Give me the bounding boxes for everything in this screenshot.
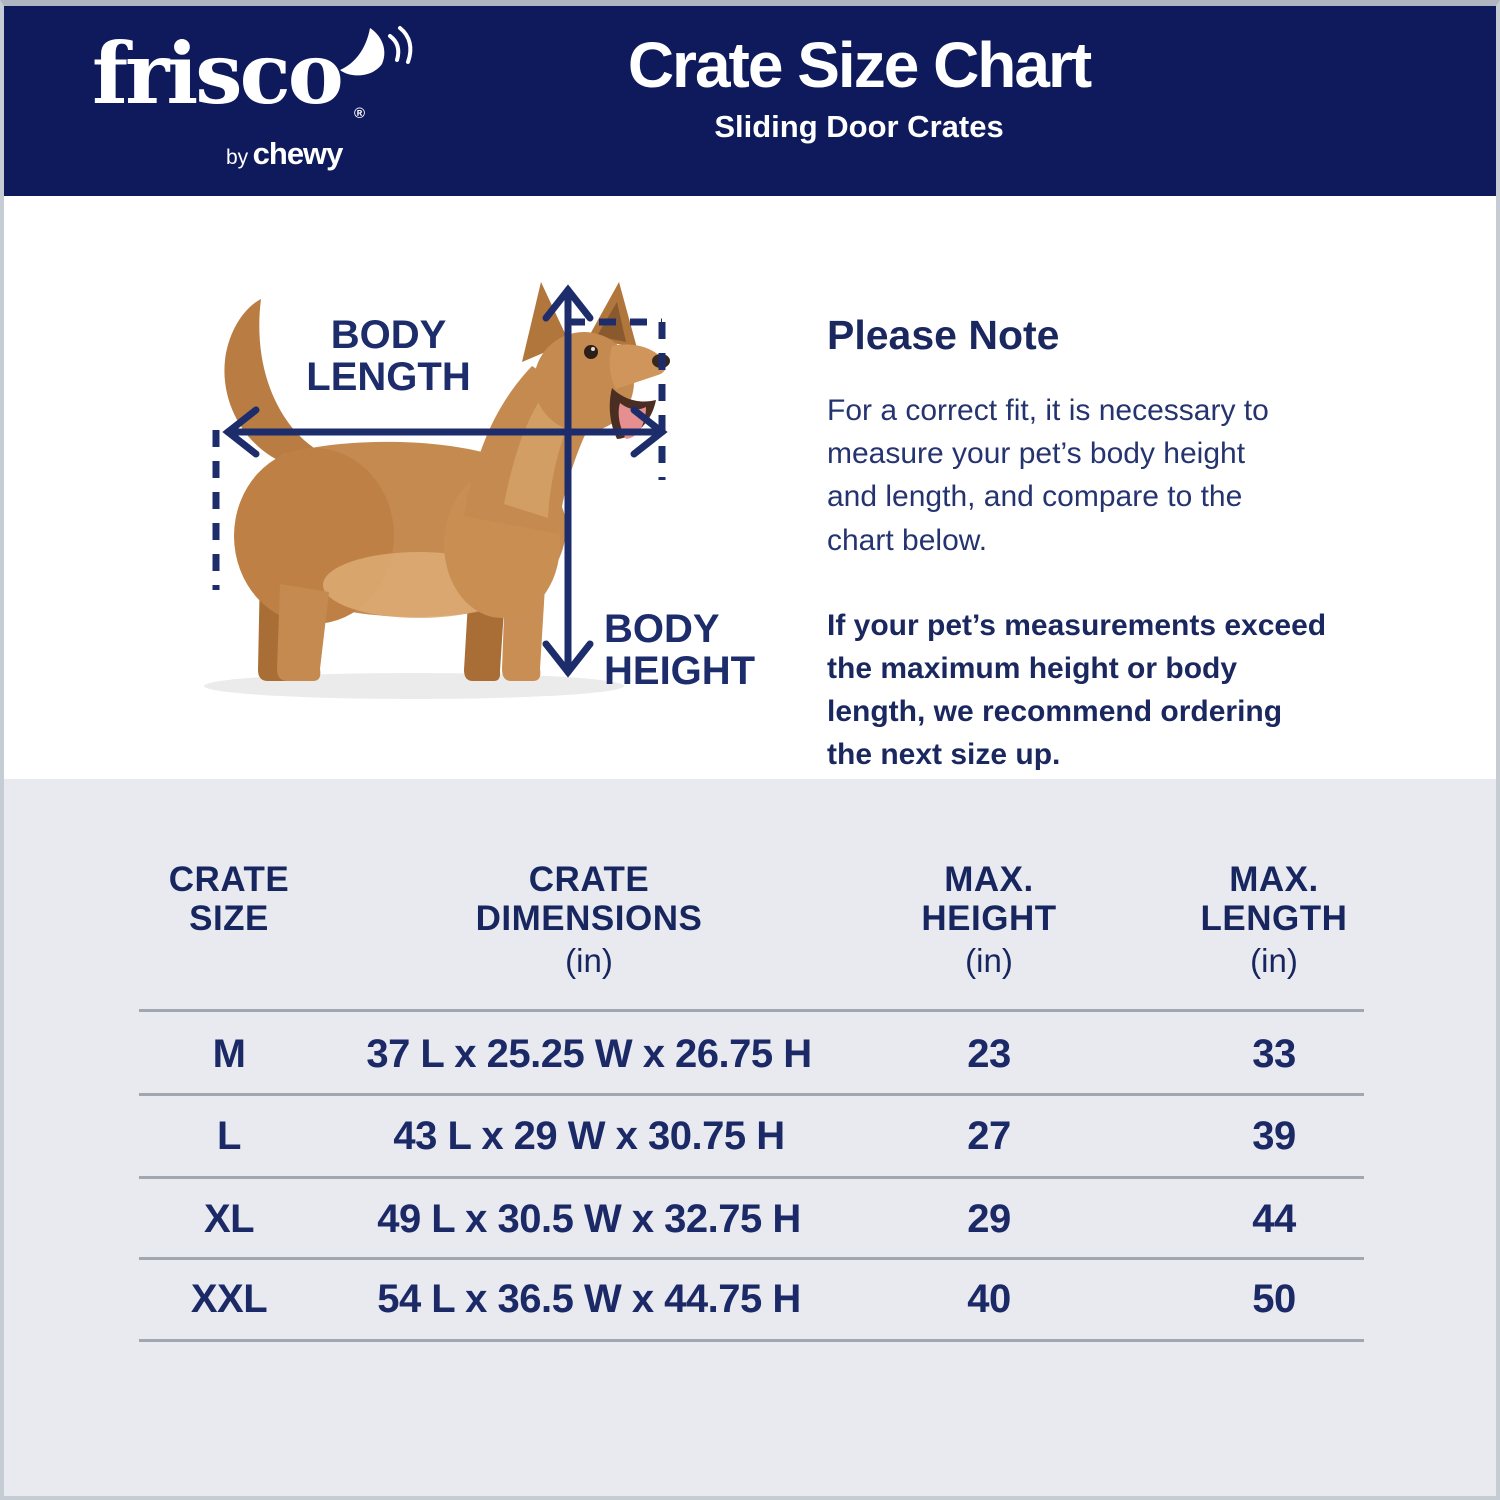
column-header-title: MAX. HEIGHT	[921, 860, 1057, 938]
table-divider	[139, 1257, 1364, 1260]
table-divider	[139, 1009, 1364, 1012]
crate-size-value: L	[217, 1114, 241, 1158]
body-height-label: BODY HEIGHT	[604, 607, 756, 694]
column-header-max-length: MAX. LENGTH (in)	[1114, 860, 1434, 980]
dashed-guide-lines	[212, 318, 666, 590]
dog-figure	[224, 282, 670, 681]
table-divider	[139, 1339, 1364, 1342]
column-header-unit: (in)	[565, 942, 613, 979]
measurement-diagram-section: BODY LENGTH BODY HEIGHT Please Note For …	[4, 196, 1496, 779]
size-table-section: CRATE SIZE CRATE DIMENSIONS (in) MAX. HE…	[4, 779, 1496, 1496]
note-heading: Please Note	[827, 312, 1060, 358]
table-row-m: M 37 L x 25.25 W x 26.75 H 23 33	[4, 1028, 1496, 1080]
table-row-xxl: XXL 54 L x 36.5 W x 44.75 H 40 50	[4, 1273, 1496, 1325]
column-header-title: MAX. LENGTH	[1200, 860, 1348, 938]
table-row-l: L 43 L x 29 W x 30.75 H 27 39	[4, 1110, 1496, 1162]
note-emphasis-text: If your pet’s measurements exceed the ma…	[827, 608, 1327, 772]
page-subtitle: Sliding Door Crates	[714, 109, 1004, 145]
header-banner: frisco ® by chewy Crate Size Chart Slidi…	[4, 6, 1496, 196]
table-row-xl: XL 49 L x 30.5 W x 32.75 H 29 44	[4, 1193, 1496, 1245]
table-divider	[139, 1176, 1364, 1179]
max-length-value: 44	[1252, 1197, 1296, 1241]
chewy-brand-text: chewy	[252, 136, 344, 171]
column-header-crate-size: CRATE SIZE	[69, 860, 389, 942]
page-title: Crate Size Chart	[627, 29, 1092, 101]
crate-dimensions-value: 54 L x 36.5 W x 44.75 H	[377, 1277, 801, 1321]
max-length-value: 50	[1252, 1277, 1296, 1321]
max-height-value: 27	[967, 1114, 1011, 1158]
crate-size-value: M	[212, 1032, 246, 1076]
column-header-title: CRATE SIZE	[168, 860, 290, 938]
table-divider	[139, 1093, 1364, 1096]
column-header-max-height: MAX. HEIGHT (in)	[829, 860, 1149, 980]
max-height-value: 29	[967, 1197, 1011, 1241]
column-header-title: CRATE DIMENSIONS	[475, 860, 703, 938]
note-block: Please Note For a correct fit, it is nec…	[827, 312, 1327, 777]
column-header-unit: (in)	[965, 942, 1013, 979]
crate-size-value: XXL	[190, 1277, 268, 1321]
logo-tail-flourish-icon	[340, 26, 413, 76]
body-length-label: BODY LENGTH	[306, 313, 471, 400]
byline-prefix: by	[226, 146, 249, 169]
dog-measurement-illustration	[204, 282, 670, 699]
crate-dimensions-value: 49 L x 30.5 W x 32.75 H	[377, 1197, 801, 1241]
column-header-crate-dimensions: CRATE DIMENSIONS (in)	[429, 860, 749, 980]
note-body-text: For a correct fit, it is necessary to me…	[827, 394, 1269, 557]
crate-dimensions-value: 43 L x 29 W x 30.75 H	[393, 1114, 785, 1158]
crate-dimensions-value: 37 L x 25.25 W x 26.75 H	[366, 1032, 812, 1076]
body-height-arrow	[542, 284, 594, 678]
column-header-unit: (in)	[1250, 942, 1298, 979]
frisco-wordmark: frisco ®	[92, 26, 413, 121]
max-length-value: 33	[1252, 1032, 1296, 1076]
max-height-value: 40	[967, 1277, 1011, 1321]
byline: by chewy	[226, 136, 344, 172]
max-length-value: 39	[1252, 1114, 1296, 1158]
registered-trademark-symbol: ®	[354, 105, 366, 122]
frisco-brand-text: frisco	[92, 24, 344, 123]
frisco-logo: frisco ® by chewy	[92, 26, 413, 182]
max-height-value: 23	[967, 1032, 1011, 1076]
header-titles: Crate Size Chart Sliding Door Crates	[559, 29, 1159, 145]
crate-size-value: XL	[203, 1197, 255, 1241]
